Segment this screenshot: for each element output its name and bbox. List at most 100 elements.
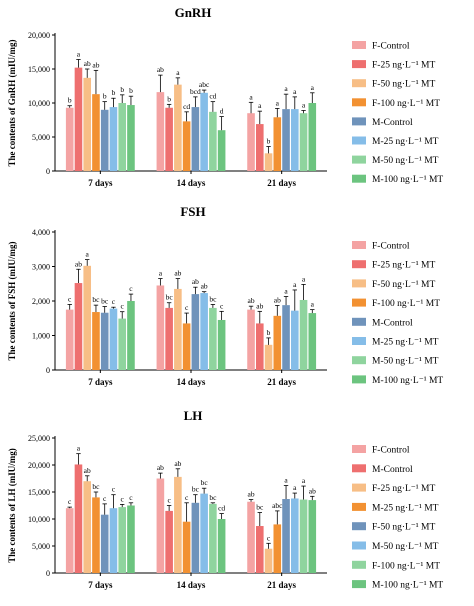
x-tick-label: 7 days — [88, 580, 113, 590]
bar — [156, 285, 165, 370]
legend-swatch — [352, 502, 366, 511]
significance-label: b — [68, 96, 72, 105]
bar — [308, 500, 317, 573]
significance-label: cd — [183, 102, 190, 111]
bar — [92, 94, 100, 171]
significance-label: d — [220, 107, 224, 116]
significance-label: b — [103, 92, 107, 101]
legend-swatch — [352, 483, 366, 492]
y-axis-label: The contents of GnRH (mIU/mg) — [7, 40, 17, 167]
significance-label: c — [129, 493, 133, 502]
bar — [100, 312, 109, 370]
bar — [200, 92, 208, 171]
bar — [65, 309, 74, 370]
bar — [191, 107, 200, 171]
bar — [83, 481, 92, 573]
significance-label: a — [293, 483, 297, 492]
y-tick-label: 20,000 — [28, 461, 50, 470]
y-tick-label: 10,000 — [28, 515, 50, 524]
significance-label: c — [112, 297, 116, 306]
y-tick-label: 1,000 — [32, 332, 50, 341]
bar — [264, 153, 273, 171]
bar — [165, 510, 173, 573]
x-tick-label: 21 days — [267, 178, 296, 188]
legend-label: F-50 ng·L⁻¹ MT — [372, 523, 435, 533]
bar — [217, 319, 226, 370]
legend-swatch — [352, 298, 366, 307]
legend-label: F-25 ng·L⁻¹ MT — [372, 484, 435, 494]
bar — [100, 514, 109, 573]
significance-label: ab — [247, 490, 254, 499]
significance-label: b — [167, 94, 171, 103]
significance-label: bc — [256, 503, 264, 512]
bar — [174, 84, 182, 171]
bar — [182, 121, 191, 171]
significance-label: ab — [157, 463, 164, 472]
legend-swatch — [352, 445, 366, 453]
y-tick-label: 3,000 — [32, 263, 50, 272]
significance-label: b — [112, 88, 116, 97]
bar — [165, 307, 173, 370]
significance-label: a — [159, 269, 163, 278]
significance-label: bc — [166, 293, 174, 302]
significance-label: c — [68, 497, 72, 506]
y-tick-label: 20,000 — [28, 31, 50, 40]
significance-label: ab — [174, 269, 181, 278]
significance-label: a — [293, 87, 297, 96]
y-tick-label: 0 — [46, 569, 50, 578]
chart-panel-gnrh: GnRH The contents of GnRH (mIU/mg) 0 5,000 1… — [7, 5, 443, 188]
bar — [273, 315, 282, 370]
legend-label: M-100 ng·L⁻¹ MT — [372, 376, 443, 386]
significance-label: b — [120, 85, 124, 94]
bar — [92, 312, 100, 370]
significance-label: b — [267, 328, 271, 337]
bar — [247, 113, 255, 171]
significance-label: b — [267, 137, 271, 146]
y-tick-label: 15,000 — [28, 488, 50, 497]
bar — [209, 307, 217, 370]
bar — [156, 92, 165, 171]
bar — [182, 323, 191, 370]
legend-swatch — [352, 279, 366, 288]
bar — [74, 67, 83, 171]
significance-label: bc — [101, 297, 109, 306]
bar — [65, 508, 74, 573]
bar — [290, 310, 299, 370]
significance-label: ab — [75, 259, 82, 268]
significance-label: a — [302, 274, 306, 283]
bar — [83, 265, 92, 370]
bar — [290, 109, 299, 171]
significance-label: ab — [309, 486, 316, 495]
x-tick-label: 14 days — [177, 377, 206, 387]
y-tick-label: 15,000 — [28, 65, 50, 74]
bar — [182, 521, 191, 573]
bar — [282, 109, 290, 171]
bar — [217, 519, 226, 573]
significance-label: bc — [201, 478, 209, 487]
significance-label: a — [249, 92, 253, 101]
bar — [92, 497, 100, 573]
legend-label: F-Control — [372, 42, 410, 52]
legend-label: M-Control — [372, 318, 413, 328]
legend-label: M-Control — [372, 465, 413, 475]
legend-swatch — [352, 79, 366, 88]
legend-swatch — [352, 541, 366, 550]
bar — [282, 305, 290, 370]
y-axis-label: The contents of FSH (mIU/mg) — [7, 242, 17, 361]
bar — [109, 308, 118, 370]
legend-label: F-25 ng·L⁻¹ MT — [372, 61, 435, 71]
significance-label: c — [112, 485, 116, 494]
bar — [299, 113, 308, 171]
significance-label: a — [258, 101, 262, 110]
significance-label: c — [121, 494, 125, 503]
significance-label: cd — [209, 92, 216, 101]
legend-label: M-100 ng·L⁻¹ MT — [372, 581, 443, 591]
significance-label: cd — [218, 504, 225, 513]
significance-label: a — [284, 84, 288, 93]
bar — [200, 293, 208, 370]
legend-label: F-50 ng·L⁻¹ MT — [372, 80, 435, 90]
y-tick-label: 0 — [46, 167, 50, 176]
x-tick-label: 7 days — [88, 178, 113, 188]
chart-title: FSH — [180, 204, 205, 219]
